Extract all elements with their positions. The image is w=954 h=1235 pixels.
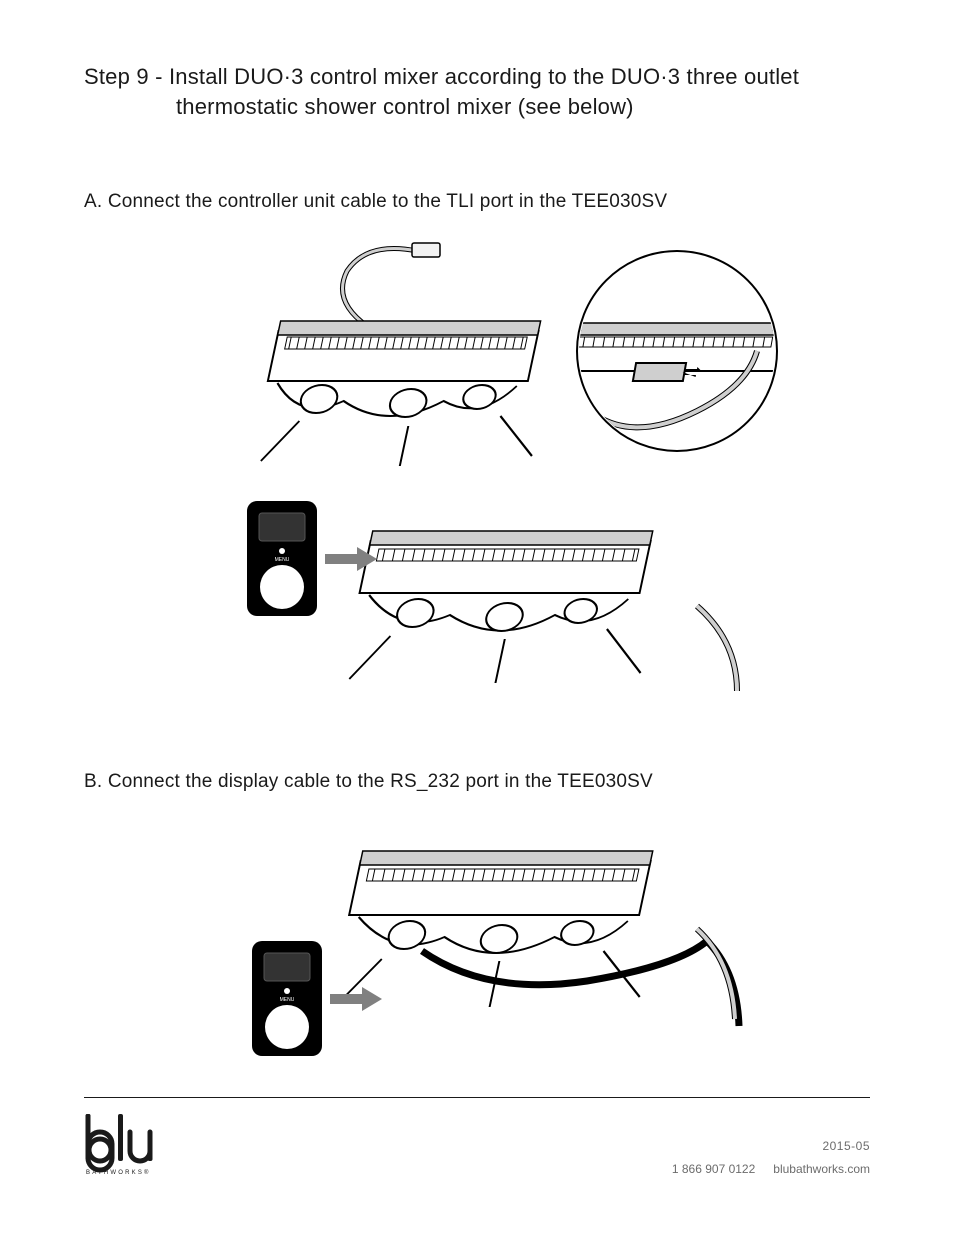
diagram-b-svg: MENU [197,811,757,1111]
page-footer: BATHWORKS® 2015-05 1 866 907 0122 blubath… [84,1097,870,1181]
brand-subtext: BATHWORKS® [86,1169,151,1176]
remote-menu-label-b: MENU [280,997,295,1003]
brand-logo: BATHWORKS® [84,1114,176,1181]
mixer-assembly-top [250,243,561,466]
section-a: A. Connect the controller unit cable to … [84,191,870,731]
mixer-assembly-bottom [340,531,737,691]
section-a-label: A. Connect the controller unit cable to … [84,191,870,213]
footer-right: 2015-05 1 866 907 0122 blubathworks.com [654,1135,870,1181]
footer-url: blubathworks.com [773,1162,870,1176]
remote-controller-b: MENU [252,941,382,1056]
section-b-label: B. Connect the display cable to the RS_2… [84,771,870,793]
diagram-a-svg: MENU [167,231,787,731]
footer-phone: 1 866 907 0122 [672,1162,755,1176]
section-a-diagram: MENU [84,231,870,731]
step-line-1: Step 9 - Install DUO·3 control mixer acc… [84,64,799,89]
mixer-assembly-b [330,851,739,1026]
remote-controller-a: MENU [247,501,377,616]
detail-inset [563,251,783,451]
section-b-diagram: MENU [84,811,870,1111]
footer-date: 2015-05 [654,1135,870,1158]
footer-rule [84,1097,870,1098]
footer-contact: 1 866 907 0122 blubathworks.com [654,1158,870,1181]
step-heading: Step 9 - Install DUO·3 control mixer acc… [84,62,870,121]
blu-logo-svg: BATHWORKS® [84,1114,176,1176]
section-b: B. Connect the display cable to the RS_2… [84,771,870,1111]
remote-menu-label-a: MENU [275,557,290,563]
step-line-2: thermostatic shower control mixer (see b… [84,92,870,122]
